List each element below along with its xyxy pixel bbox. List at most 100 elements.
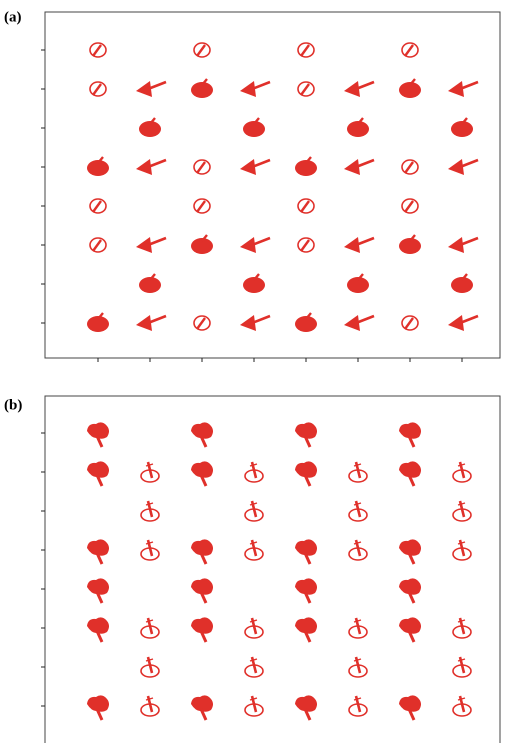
spin-glyph bbox=[90, 199, 106, 213]
spin-glyph bbox=[194, 43, 210, 57]
panel-frame bbox=[45, 12, 500, 358]
spin-glyph bbox=[298, 238, 314, 252]
spin-glyph bbox=[349, 618, 367, 638]
spin-glyph bbox=[240, 159, 270, 175]
spin-glyph bbox=[87, 539, 109, 564]
spin-glyph bbox=[245, 657, 263, 677]
spin-glyph bbox=[402, 199, 418, 213]
spin-glyph bbox=[87, 461, 109, 486]
spin-glyph bbox=[194, 160, 210, 174]
spin-glyph bbox=[453, 696, 471, 716]
spin-glyph bbox=[399, 235, 421, 254]
spin-glyph bbox=[399, 578, 421, 603]
spin-glyph bbox=[191, 79, 213, 98]
spin-glyph bbox=[136, 159, 166, 175]
spin-glyph bbox=[243, 118, 265, 137]
spin-glyph bbox=[191, 578, 213, 603]
spin-glyph bbox=[139, 274, 161, 293]
spin-glyph bbox=[453, 618, 471, 638]
spin-glyph bbox=[349, 696, 367, 716]
spin-glyph bbox=[344, 159, 374, 175]
spin-glyph bbox=[399, 539, 421, 564]
spin-glyph bbox=[295, 695, 317, 720]
spin-glyph bbox=[141, 462, 159, 482]
spin-glyph bbox=[191, 422, 213, 447]
spin-glyph bbox=[295, 313, 317, 332]
spin-glyph bbox=[141, 618, 159, 638]
spin-glyph bbox=[453, 657, 471, 677]
spin-glyph bbox=[245, 696, 263, 716]
spin-glyph bbox=[448, 315, 478, 331]
spin-glyph bbox=[87, 617, 109, 642]
spin-glyph bbox=[90, 238, 106, 252]
spin-glyph bbox=[191, 539, 213, 564]
spin-glyph bbox=[402, 160, 418, 174]
spin-glyph bbox=[87, 313, 109, 332]
spin-glyph bbox=[402, 43, 418, 57]
spin-glyph bbox=[141, 696, 159, 716]
spin-glyph bbox=[349, 462, 367, 482]
spin-glyph bbox=[347, 274, 369, 293]
spin-glyph bbox=[349, 657, 367, 677]
page: {"panels": [{"label": "(a)"}, {"label": … bbox=[0, 0, 509, 743]
spin-glyph bbox=[245, 501, 263, 521]
spin-glyph bbox=[240, 81, 270, 97]
spin-glyph bbox=[295, 578, 317, 603]
spin-glyph bbox=[453, 540, 471, 560]
spin-glyph bbox=[399, 617, 421, 642]
spin-glyph bbox=[191, 235, 213, 254]
spin-glyph bbox=[136, 81, 166, 97]
spin-glyph bbox=[399, 422, 421, 447]
spin-glyph bbox=[453, 501, 471, 521]
spin-glyph bbox=[399, 79, 421, 98]
spin-glyph bbox=[295, 422, 317, 447]
spin-glyph bbox=[399, 695, 421, 720]
spin-glyph bbox=[243, 274, 265, 293]
spin-glyph bbox=[344, 315, 374, 331]
spin-glyph bbox=[399, 461, 421, 486]
panel-frame bbox=[45, 396, 500, 743]
spin-glyph bbox=[451, 274, 473, 293]
spin-glyph bbox=[141, 501, 159, 521]
spin-glyph bbox=[194, 316, 210, 330]
spin-glyph bbox=[402, 316, 418, 330]
spin-glyph bbox=[240, 237, 270, 253]
spin-glyph bbox=[295, 157, 317, 176]
spin-glyph bbox=[87, 422, 109, 447]
spin-glyph bbox=[453, 462, 471, 482]
spin-glyph bbox=[139, 118, 161, 137]
panel-label: (a) bbox=[4, 9, 22, 25]
spin-glyph bbox=[298, 82, 314, 96]
spin-glyph bbox=[349, 501, 367, 521]
spin-glyph bbox=[194, 199, 210, 213]
spin-glyph bbox=[298, 199, 314, 213]
spin-glyph bbox=[87, 157, 109, 176]
spin-glyph bbox=[90, 82, 106, 96]
spin-glyph bbox=[451, 118, 473, 137]
spin-glyph bbox=[347, 118, 369, 137]
spin-glyph bbox=[448, 237, 478, 253]
spin-glyph bbox=[448, 81, 478, 97]
spin-glyph bbox=[141, 540, 159, 560]
spin-glyph bbox=[295, 461, 317, 486]
spin-glyph bbox=[191, 695, 213, 720]
spin-glyph bbox=[90, 43, 106, 57]
spin-glyph bbox=[344, 237, 374, 253]
spin-glyph bbox=[240, 315, 270, 331]
spin-glyph bbox=[141, 657, 159, 677]
spin-glyph bbox=[191, 617, 213, 642]
spin-glyph bbox=[448, 159, 478, 175]
panel-label: (b) bbox=[4, 397, 22, 413]
spin-glyph bbox=[245, 540, 263, 560]
spin-glyph bbox=[87, 695, 109, 720]
spin-glyph bbox=[191, 461, 213, 486]
spin-glyph bbox=[298, 43, 314, 57]
spin-glyph bbox=[295, 617, 317, 642]
spin-glyph bbox=[136, 315, 166, 331]
spin-glyph bbox=[349, 540, 367, 560]
spin-glyph bbox=[245, 462, 263, 482]
spin-glyph bbox=[344, 81, 374, 97]
spin-glyph bbox=[245, 618, 263, 638]
figure: (a) (b) bbox=[0, 0, 509, 743]
spin-glyph bbox=[295, 539, 317, 564]
